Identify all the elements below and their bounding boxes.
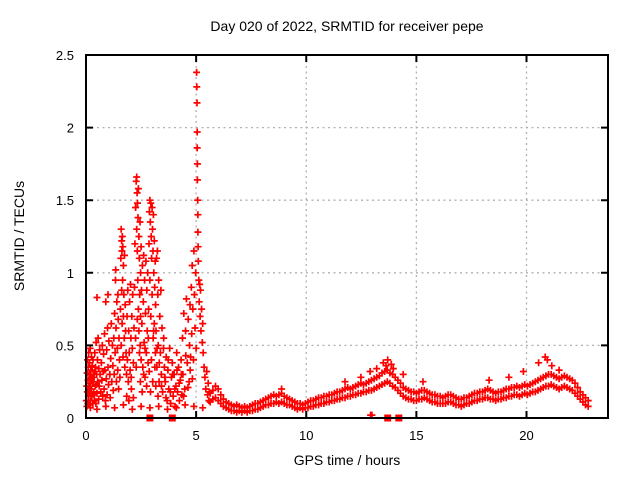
x-tick-labels: 0 5 10 15 20: [82, 428, 533, 443]
y-tick-label: 0: [67, 411, 74, 426]
scatter-series: [82, 68, 592, 422]
x-tick-label: 5: [193, 428, 200, 443]
y-tick-label: 2.5: [56, 48, 74, 63]
y-tick-labels: 0 0.5 1 1.5 2 2.5: [56, 48, 74, 426]
x-tick-label: 10: [299, 428, 313, 443]
y-tick-label: 0.5: [56, 338, 74, 353]
chart-title: Day 020 of 2022, SRMTID for receiver pep…: [210, 18, 483, 34]
y-tick-label: 2: [67, 121, 74, 136]
x-tick-label: 15: [409, 428, 423, 443]
x-axis-label: GPS time / hours: [294, 452, 401, 468]
y-tick-label: 1.5: [56, 193, 74, 208]
x-tick-label: 0: [82, 428, 89, 443]
x-tick-label: 20: [519, 428, 533, 443]
y-tick-label: 1: [67, 266, 74, 281]
series-srmtid: [82, 68, 592, 419]
grid-lines: [86, 55, 608, 418]
tick-marks: [85, 54, 608, 419]
y-axis-label: SRMTID / TECUs: [11, 181, 27, 291]
grid-path: [86, 55, 608, 418]
axis-ticks: [85, 54, 608, 419]
plot-border: [85, 54, 609, 419]
